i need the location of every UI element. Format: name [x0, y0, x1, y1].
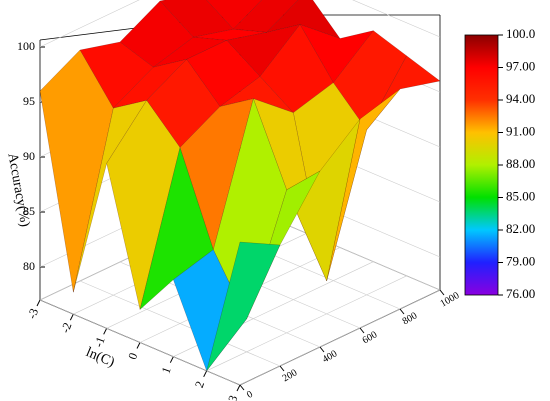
y-tick — [439, 289, 445, 296]
colorbar-tick-label: 79.00 — [506, 253, 535, 268]
x-tick-label: 0 — [125, 351, 140, 361]
x-tick-label: 1 — [159, 365, 174, 375]
x-tick-label: -2 — [58, 321, 75, 335]
y-tick-label: 0 — [245, 389, 255, 401]
x-tick-label: -3 — [25, 306, 42, 320]
x-tick — [169, 356, 174, 363]
z-tick-label: 100 — [17, 39, 35, 53]
surface-cell — [286, 118, 361, 282]
y-tick — [399, 308, 405, 315]
colorbar-tick-label: 88.00 — [506, 156, 535, 171]
grid-line — [206, 275, 407, 372]
surface-cell — [206, 241, 281, 371]
z-tick-label: 80 — [23, 259, 35, 273]
x-tick-label: -1 — [91, 335, 108, 349]
grid-line — [79, 280, 281, 367]
x-tick — [136, 342, 141, 349]
x-tick — [36, 299, 41, 307]
colorbar — [464, 34, 499, 296]
z-tick-label: 95 — [23, 94, 35, 108]
x-tick — [236, 384, 241, 392]
z-tick-label: 85 — [23, 204, 35, 218]
colorbar-tick-label: 82.00 — [506, 221, 535, 236]
colorbar-tick-label: 91.00 — [506, 123, 535, 138]
colorbar-tick-label: 100.0 — [506, 26, 535, 41]
x-axis-title: ln(C) — [84, 345, 117, 370]
colorbar-tick-label: 97.00 — [506, 58, 535, 73]
colorbar-tick-label: 76.00 — [506, 286, 535, 301]
x-tick — [69, 313, 74, 321]
x-tick-label: 3 — [225, 393, 240, 401]
y-tick — [319, 346, 325, 353]
grid-line — [239, 289, 441, 386]
x-tick — [103, 328, 108, 335]
x-tick-label: 2 — [192, 379, 207, 389]
y-tick — [359, 327, 365, 334]
colorbar-tick-label: 94.00 — [506, 91, 535, 106]
colorbar-tick-label: 85.00 — [506, 188, 535, 203]
y-tick — [279, 365, 285, 372]
z-tick-label: 90 — [23, 149, 35, 163]
grid-line — [39, 0, 441, 48]
y-tick — [239, 384, 245, 391]
x-tick — [203, 370, 208, 378]
